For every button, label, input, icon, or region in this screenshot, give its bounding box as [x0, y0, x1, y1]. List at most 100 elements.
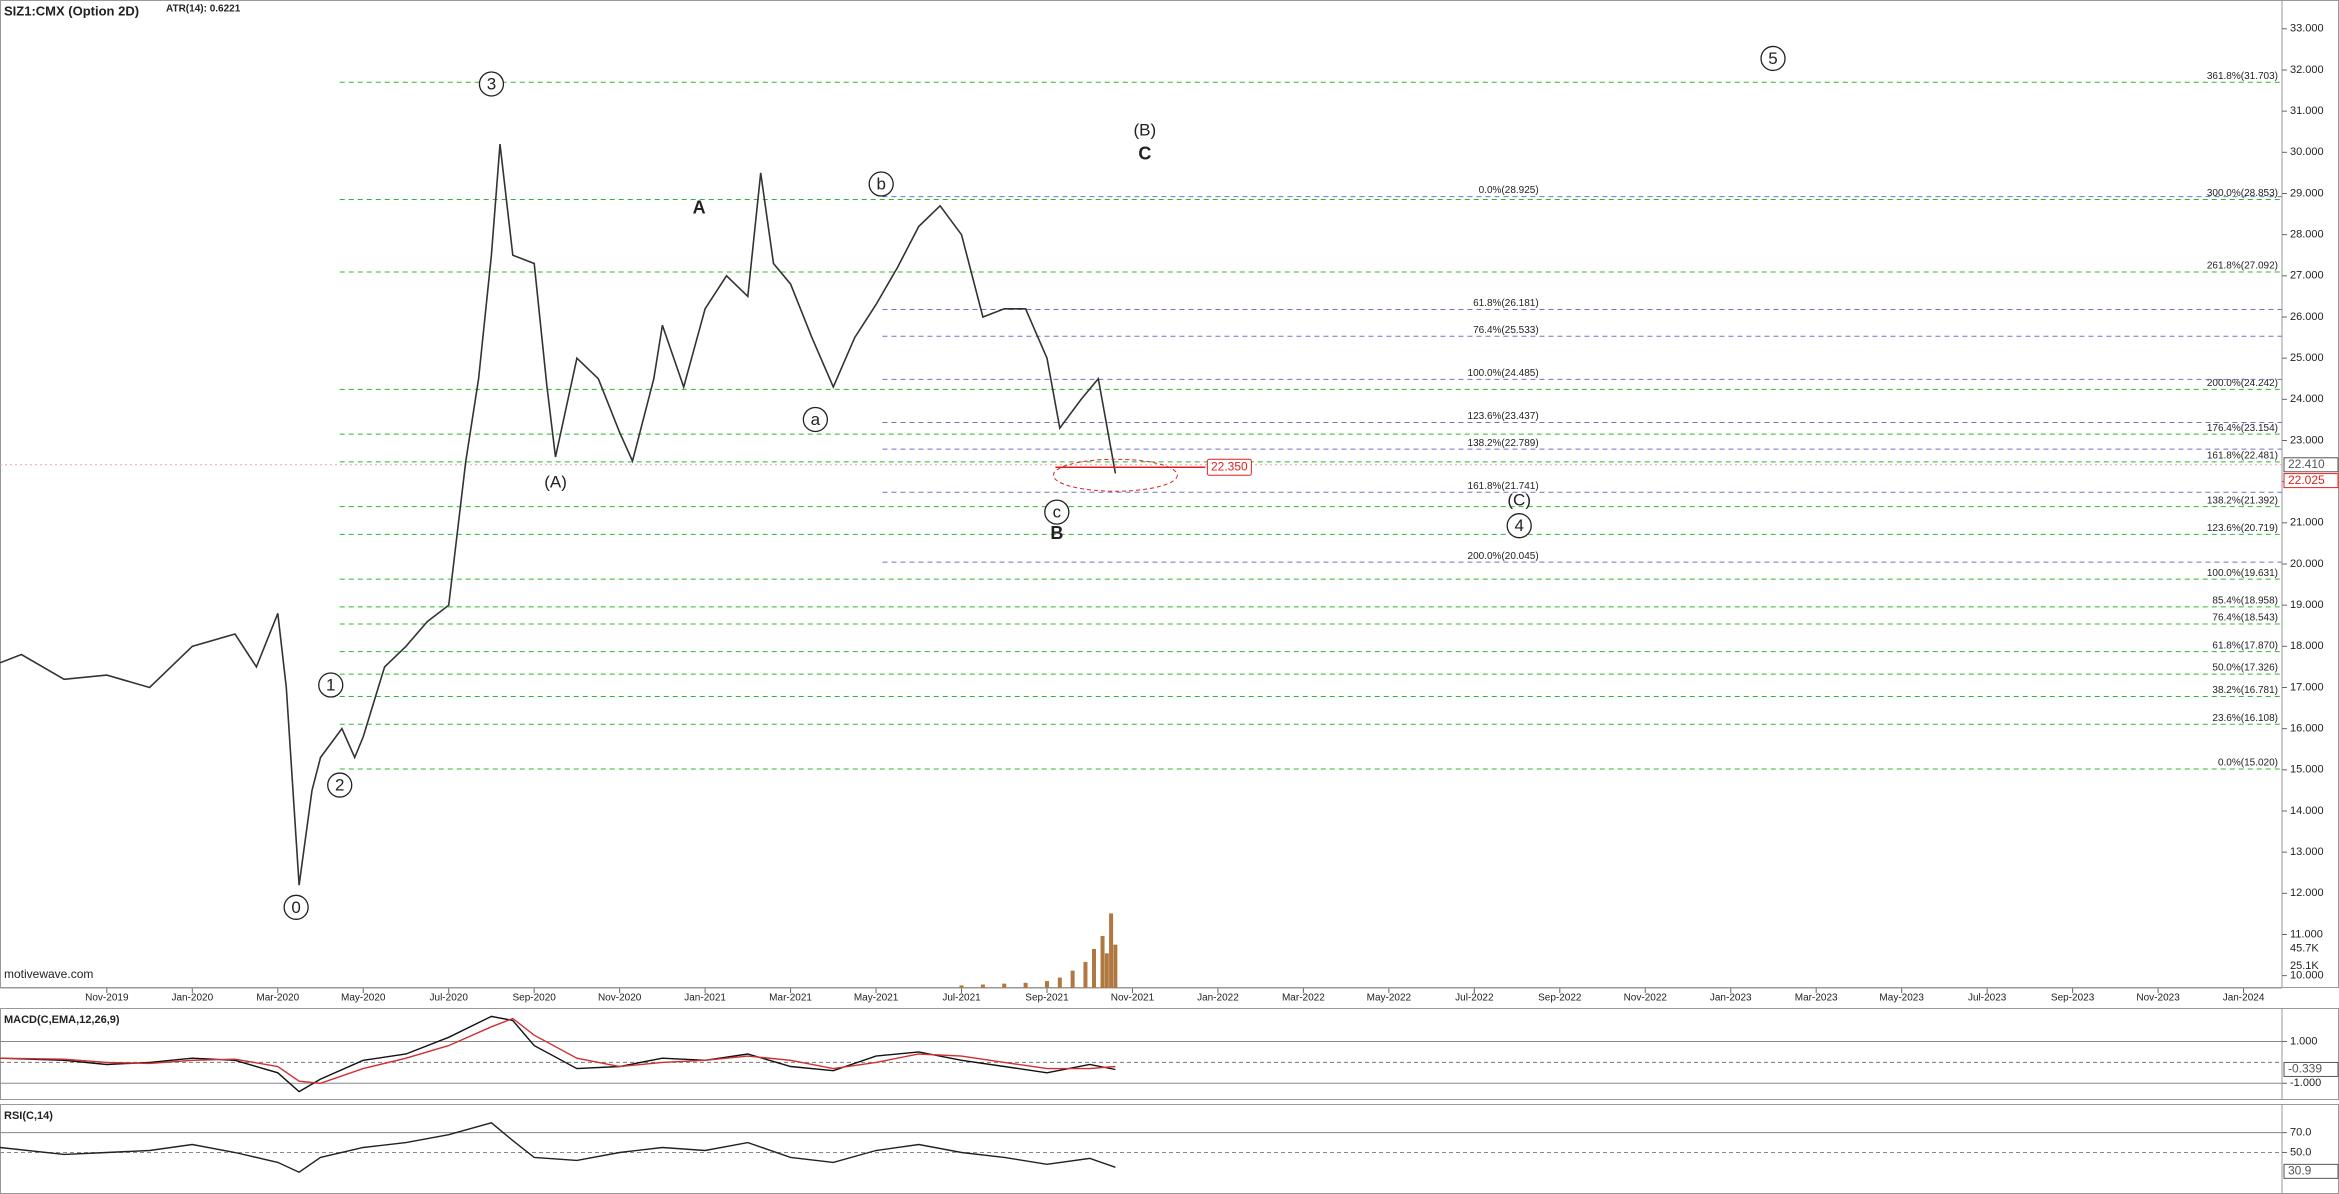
- x-tick-label: Jan-2023: [1710, 993, 1752, 1004]
- x-tick-label: May-2022: [1367, 993, 1412, 1004]
- price-tag-label: 22.410: [2288, 457, 2325, 471]
- x-tick-label: Mar-2020: [256, 993, 299, 1004]
- fib-label: 76.4%(18.543): [2212, 613, 2278, 624]
- y-tick-label: -1.000: [2290, 1077, 2321, 1089]
- volume-bar: [1104, 953, 1109, 988]
- y-tick-label: 27.000: [2290, 270, 2324, 282]
- panel-title: SIZ1:CMX (Option 2D): [4, 3, 139, 18]
- volume-bar: [1057, 977, 1062, 988]
- volume-bar: [1002, 983, 1007, 988]
- y-tick-label: 15.000: [2290, 764, 2324, 776]
- volume-bar: [1070, 970, 1075, 988]
- indicator-label: ATR(14): 0.6221: [166, 4, 241, 15]
- fib-label: 138.2%(21.392): [2207, 495, 2278, 506]
- price-tag-label: -0.339: [2288, 1062, 2322, 1076]
- wave-label: B: [1050, 523, 1063, 543]
- price-tag: [2283, 457, 2339, 473]
- marker-box: [1206, 458, 1252, 476]
- fib-label: 100.0%(19.631): [2207, 568, 2278, 579]
- x-tick-label: May-2021: [854, 993, 899, 1004]
- wave-label: c: [1053, 503, 1062, 522]
- wave-label: (A): [544, 473, 567, 492]
- wave-label: (B): [1134, 121, 1157, 140]
- wave-label: (C): [1507, 491, 1531, 510]
- fib-label: 361.8%(31.703): [2207, 71, 2278, 82]
- y-tick-label: 28.000: [2290, 229, 2324, 241]
- volume-tick-label: 25.1K: [2290, 960, 2319, 972]
- y-tick-label: 13.000: [2290, 846, 2324, 858]
- series-line: [0, 1017, 1116, 1085]
- x-tick-label: Jan-2020: [171, 993, 213, 1004]
- fib-label: 200.0%(20.045): [1468, 551, 1539, 562]
- y-tick-label: 31.000: [2290, 105, 2324, 117]
- y-tick-label: 33.000: [2290, 23, 2324, 35]
- volume-bar: [1023, 982, 1028, 988]
- wave-label: 5: [1768, 49, 1777, 68]
- wave-label: 4: [1514, 516, 1523, 535]
- y-tick-label: 32.000: [2290, 64, 2324, 76]
- x-tick-label: May-2023: [1879, 993, 1924, 1004]
- fib-label: 50.0%(17.326): [2212, 663, 2278, 674]
- price-tag: [2283, 1163, 2339, 1179]
- fib-label: 85.4%(18.958): [2212, 596, 2278, 607]
- fib-label: 23.6%(16.108): [2212, 713, 2278, 724]
- y-tick-label: 18.000: [2290, 640, 2324, 652]
- x-tick-label: Jul-2023: [1968, 993, 2007, 1004]
- fib-label: 123.6%(23.437): [1468, 411, 1539, 422]
- x-tick-label: Jan-2022: [1197, 993, 1239, 1004]
- volume-bar: [1083, 961, 1088, 988]
- fib-label: 300.0%(28.853): [2207, 188, 2278, 199]
- volume-bar: [1100, 935, 1105, 988]
- price-tag-label: 30.9: [2288, 1164, 2312, 1178]
- y-tick-label: 24.000: [2290, 393, 2324, 405]
- fib-label: 161.8%(22.481): [2207, 450, 2278, 461]
- fib-label: 261.8%(27.092): [2207, 261, 2278, 272]
- volume-bar: [980, 984, 985, 988]
- fib-label: 0.0%(28.925): [1479, 185, 1539, 196]
- wave-circle: [283, 894, 309, 920]
- fib-label: 61.8%(26.181): [1473, 298, 1539, 309]
- source-label: motivewave.com: [4, 967, 93, 981]
- panel-title: RSI(C,14): [4, 1110, 53, 1122]
- marker-label: 22.350: [1211, 459, 1248, 473]
- fib-label: 123.6%(20.719): [2207, 523, 2278, 534]
- y-tick-label: 26.000: [2290, 311, 2324, 323]
- wave-circle: [1506, 513, 1532, 539]
- fib-label: 100.0%(24.485): [1468, 368, 1539, 379]
- wave-label: 1: [326, 675, 335, 694]
- wave-label: 2: [335, 776, 344, 795]
- wave-circle: [478, 71, 505, 97]
- volume-bar: [1091, 948, 1096, 988]
- fib-label: 61.8%(17.870): [2212, 640, 2278, 651]
- panel-title: MACD(C,EMA,12,26,9): [4, 1014, 120, 1026]
- wave-circle: [802, 406, 829, 433]
- x-tick-label: Sep-2021: [1025, 993, 1069, 1004]
- volume-tick-label: 45.7K: [2290, 942, 2319, 954]
- wave-label: 0: [291, 898, 300, 917]
- wave-label: b: [876, 174, 885, 193]
- wave-label: A: [693, 198, 706, 218]
- y-tick-label: 50.0: [2290, 1146, 2311, 1158]
- y-tick-label: 20.000: [2290, 558, 2324, 570]
- marker-ellipse: [1052, 458, 1178, 492]
- price-tag: [2283, 1061, 2339, 1077]
- x-tick-label: Nov-2021: [1111, 993, 1155, 1004]
- x-tick-label: Sep-2023: [2051, 993, 2095, 1004]
- x-tick-label: May-2020: [341, 993, 386, 1004]
- series-line: [0, 1122, 1116, 1174]
- fib-label: 176.4%(23.154): [2207, 423, 2278, 434]
- fib-label: 138.2%(22.789): [1468, 438, 1539, 449]
- x-tick-label: Sep-2022: [1538, 993, 1582, 1004]
- x-tick-label: Nov-2022: [1624, 993, 1668, 1004]
- x-tick-label: Nov-2020: [598, 993, 642, 1004]
- x-tick-label: Jul-2022: [1455, 993, 1494, 1004]
- fib-label: 76.4%(25.533): [1473, 325, 1539, 336]
- fib-label: 161.8%(21.741): [1468, 481, 1539, 492]
- y-tick-label: 16.000: [2290, 723, 2324, 735]
- x-tick-label: Jan-2021: [684, 993, 726, 1004]
- y-tick-label: 12.000: [2290, 887, 2324, 899]
- wave-circle: [327, 772, 353, 798]
- volume-bar: [1113, 944, 1118, 988]
- y-tick-label: 17.000: [2290, 681, 2324, 693]
